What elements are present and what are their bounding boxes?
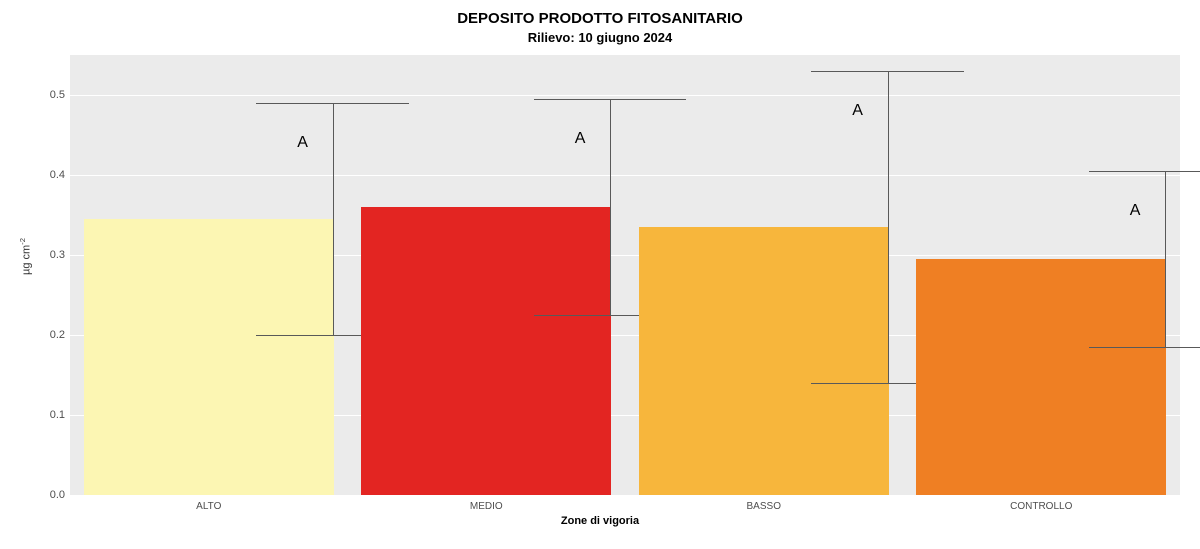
gridline bbox=[70, 495, 1180, 496]
errorbar-stem bbox=[610, 99, 611, 315]
x-tick-label: MEDIO bbox=[470, 501, 503, 512]
chart-title: DEPOSITO PRODOTTO FITOSANITARIO bbox=[0, 10, 1200, 27]
bar-chart: DEPOSITO PRODOTTO FITOSANITARIO Rilievo:… bbox=[0, 0, 1200, 549]
significance-label: A bbox=[1130, 202, 1141, 220]
errorbar-cap bbox=[1089, 347, 1200, 348]
significance-label: A bbox=[575, 130, 586, 148]
y-tick-label: 0.2 bbox=[15, 329, 65, 341]
errorbar-cap bbox=[1089, 171, 1200, 172]
gridline bbox=[70, 175, 1180, 176]
bar bbox=[639, 227, 889, 495]
gridline bbox=[70, 95, 1180, 96]
bar bbox=[361, 207, 611, 495]
chart-subtitle: Rilievo: 10 giugno 2024 bbox=[0, 30, 1200, 45]
significance-label: A bbox=[852, 102, 863, 120]
x-tick-label: CONTROLLO bbox=[1010, 501, 1072, 512]
bar bbox=[84, 219, 334, 495]
plot-panel: A A A A bbox=[70, 55, 1180, 495]
significance-label: A bbox=[297, 134, 308, 152]
bar bbox=[916, 259, 1166, 495]
errorbar-stem bbox=[1165, 171, 1166, 347]
y-tick-label: 0.5 bbox=[15, 89, 65, 101]
y-tick-label: 0.0 bbox=[15, 489, 65, 501]
errorbar-cap bbox=[256, 103, 409, 104]
errorbar-cap bbox=[534, 99, 687, 100]
x-tick-label: BASSO bbox=[747, 501, 781, 512]
x-tick-label: ALTO bbox=[196, 501, 221, 512]
x-axis-label: Zone di vigoria bbox=[0, 515, 1200, 527]
errorbar-cap bbox=[811, 71, 964, 72]
y-tick-label: 0.3 bbox=[15, 249, 65, 261]
y-tick-label: 0.4 bbox=[15, 169, 65, 181]
y-tick-label: 0.1 bbox=[15, 409, 65, 421]
errorbar-stem bbox=[333, 103, 334, 335]
errorbar-stem bbox=[888, 71, 889, 383]
